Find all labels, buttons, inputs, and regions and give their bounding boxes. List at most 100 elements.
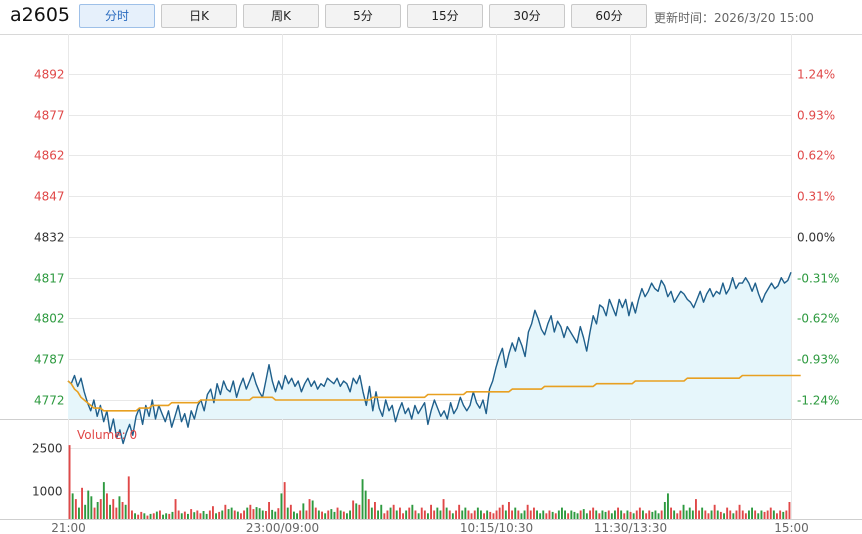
volume-bar	[698, 510, 700, 519]
tab-30min[interactable]: 30分	[489, 4, 565, 28]
volume-bar	[131, 510, 133, 519]
tab-daily-k[interactable]: 日K	[161, 4, 237, 28]
y-tick-label: 4877	[34, 109, 65, 123]
volume-bar	[744, 513, 747, 519]
volume-bar	[657, 513, 660, 519]
volume-bar	[430, 504, 432, 519]
volume-bar	[115, 507, 118, 519]
volume-bar	[679, 510, 682, 519]
volume-bar	[648, 510, 651, 519]
volume-bar	[405, 510, 408, 519]
volume-bar	[286, 507, 289, 519]
volume-bar	[146, 515, 149, 519]
volume-bar	[710, 510, 713, 519]
volume-bar	[333, 511, 336, 519]
volume-bar	[255, 507, 258, 519]
volume-bar	[355, 503, 358, 519]
volume-bar	[476, 507, 479, 519]
volume-bar	[751, 507, 753, 519]
pct-tick-label: -1.24%	[797, 394, 839, 408]
volume-bar	[218, 511, 221, 519]
volume-bar	[324, 513, 327, 519]
volume-bar	[367, 499, 370, 519]
volume-bar	[236, 511, 239, 519]
volume-bar	[427, 513, 429, 519]
volume-bar	[782, 511, 785, 519]
volume-bar	[445, 507, 448, 519]
volume-bar	[595, 510, 598, 519]
volume-bar	[582, 509, 585, 519]
tab-5min[interactable]: 5分	[325, 4, 401, 28]
volume-bar	[667, 493, 669, 519]
volume-bar	[554, 513, 557, 519]
volume-bar	[548, 510, 551, 519]
volume-bar	[486, 510, 489, 519]
volume-bar	[90, 496, 93, 519]
volume-bar	[682, 504, 685, 519]
volume-bar	[629, 511, 632, 519]
y-tick-label: 4862	[34, 149, 65, 163]
volume-bar	[489, 511, 492, 519]
volume-bar	[386, 510, 389, 519]
volume-bar	[212, 506, 214, 519]
volume-bar	[109, 504, 111, 519]
volume-bar	[772, 510, 775, 519]
volume-bar	[620, 510, 623, 519]
price-line	[67, 272, 792, 445]
volume-bar	[383, 513, 386, 519]
volume-bar	[271, 509, 274, 519]
volume-bar	[695, 499, 697, 519]
line-series	[67, 272, 801, 445]
volume-bar	[467, 510, 470, 519]
volume-bar	[492, 513, 495, 519]
volume-bar	[607, 510, 610, 519]
tab-intraday[interactable]: 分时	[79, 4, 155, 28]
volume-bar	[124, 504, 127, 519]
volume-bar	[623, 513, 626, 519]
volume-bar	[199, 513, 202, 519]
volume-tick-label: 2500	[32, 442, 63, 456]
volume-bar	[361, 479, 364, 519]
volume-bar	[729, 510, 732, 519]
volume-bar	[243, 510, 245, 519]
tab-weekly-k[interactable]: 周K	[243, 4, 319, 28]
volume-bar	[380, 504, 383, 519]
update-time: 更新时间：2026/3/20 15:00	[654, 11, 814, 25]
volume-bar	[651, 511, 654, 519]
volume-bar	[246, 507, 249, 519]
volume-bar	[691, 510, 694, 519]
volume-bar	[766, 510, 769, 519]
volume-bar	[748, 510, 750, 519]
volume-bar	[707, 513, 710, 519]
volume-bar	[713, 504, 716, 519]
average-line	[67, 374, 801, 412]
volume-bar	[224, 504, 227, 519]
volume-bar	[676, 513, 679, 519]
pct-tick-label: -0.62%	[797, 312, 839, 326]
volume-bar	[377, 510, 379, 519]
volume-bar	[277, 508, 280, 519]
volume-bar	[632, 513, 635, 519]
toolbar: a2605 分时 日K 周K 5分 15分 30分 60分 更新时间：2026/…	[0, 0, 862, 34]
y-tick-label: 4802	[34, 312, 65, 326]
volume-bar	[417, 513, 420, 519]
tab-60min[interactable]: 60分	[571, 4, 647, 28]
volume-bar	[573, 511, 576, 519]
volume-bar	[769, 507, 772, 519]
volume-bar	[155, 511, 158, 519]
volume-bar	[504, 510, 507, 519]
tab-15min[interactable]: 15分	[407, 4, 483, 28]
volume-bar	[464, 507, 467, 519]
volume-bar	[71, 493, 74, 519]
volume-bar	[215, 513, 217, 519]
volume-bar	[520, 513, 523, 519]
volume-bar	[152, 513, 155, 519]
volume-bar	[289, 504, 292, 519]
x-tick-label: 21:00	[51, 521, 86, 534]
volume-bar	[433, 510, 436, 519]
volume-bar	[121, 502, 124, 519]
volume-bar	[177, 510, 180, 519]
volume-bar	[258, 508, 261, 519]
volume-bar	[635, 510, 638, 519]
x-tick-label: 10:15/10:30	[460, 521, 533, 534]
